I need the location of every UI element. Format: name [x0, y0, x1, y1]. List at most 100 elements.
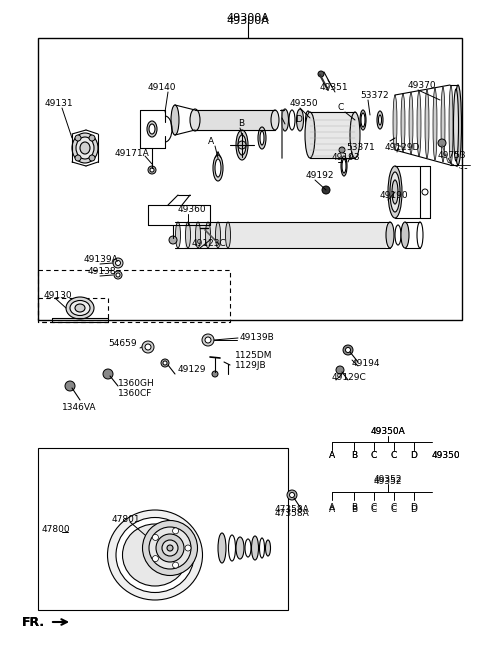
Circle shape — [318, 71, 324, 77]
Bar — [38, 270, 230, 322]
Text: 49171A: 49171A — [115, 149, 150, 158]
Bar — [38, 38, 462, 320]
Circle shape — [205, 337, 211, 343]
Text: C: C — [371, 452, 377, 461]
Ellipse shape — [297, 109, 303, 131]
Text: 53371: 53371 — [346, 143, 375, 152]
Ellipse shape — [395, 225, 401, 245]
Text: 49352: 49352 — [374, 477, 402, 486]
Circle shape — [173, 562, 179, 568]
Text: 49352: 49352 — [374, 475, 402, 484]
Ellipse shape — [449, 86, 453, 164]
Circle shape — [346, 348, 350, 353]
Text: 47801: 47801 — [112, 516, 141, 525]
Ellipse shape — [218, 533, 226, 563]
Circle shape — [89, 135, 95, 141]
Ellipse shape — [143, 521, 197, 576]
Bar — [38, 298, 108, 322]
Text: 49350: 49350 — [432, 452, 461, 461]
Text: A: A — [208, 138, 214, 147]
Ellipse shape — [350, 112, 360, 158]
Ellipse shape — [149, 124, 155, 134]
Ellipse shape — [289, 110, 295, 130]
Text: 49129: 49129 — [178, 366, 206, 375]
Text: B: B — [351, 503, 357, 512]
Circle shape — [173, 528, 179, 534]
Ellipse shape — [271, 110, 279, 130]
Circle shape — [438, 139, 446, 147]
Ellipse shape — [342, 159, 346, 173]
Text: B: B — [351, 452, 357, 461]
Ellipse shape — [417, 91, 421, 156]
Circle shape — [322, 186, 330, 194]
Text: 49360: 49360 — [178, 205, 206, 214]
Text: 49131: 49131 — [45, 98, 73, 107]
Text: 49350: 49350 — [432, 452, 461, 461]
Ellipse shape — [176, 222, 180, 248]
Circle shape — [65, 381, 75, 391]
Ellipse shape — [392, 180, 398, 204]
Ellipse shape — [156, 534, 184, 562]
Text: 47800: 47800 — [42, 525, 71, 534]
Text: 1360CF: 1360CF — [118, 390, 152, 399]
Text: 49351: 49351 — [320, 83, 348, 92]
Text: B: B — [351, 506, 357, 514]
Ellipse shape — [75, 304, 85, 312]
Circle shape — [169, 236, 177, 244]
Text: A: A — [329, 452, 335, 461]
Circle shape — [202, 334, 214, 346]
Circle shape — [343, 345, 353, 355]
Circle shape — [150, 168, 154, 172]
Text: D: D — [295, 116, 302, 125]
Circle shape — [116, 260, 120, 266]
Text: 53372: 53372 — [360, 92, 389, 101]
Text: A: A — [329, 506, 335, 514]
Circle shape — [161, 359, 169, 367]
Text: 1129JB: 1129JB — [235, 362, 266, 371]
Text: 49130: 49130 — [44, 291, 72, 300]
Text: C: C — [391, 506, 397, 514]
Text: C: C — [371, 452, 377, 461]
Text: 49139A: 49139A — [84, 256, 119, 264]
Text: 49190: 49190 — [380, 191, 408, 200]
Ellipse shape — [390, 172, 400, 212]
Circle shape — [114, 271, 122, 279]
Circle shape — [287, 490, 297, 500]
Text: C: C — [338, 103, 344, 112]
Ellipse shape — [260, 538, 264, 558]
Ellipse shape — [401, 222, 409, 248]
Circle shape — [289, 492, 295, 497]
Circle shape — [238, 141, 246, 149]
Ellipse shape — [455, 85, 461, 165]
Text: C: C — [371, 503, 377, 512]
Text: D: D — [410, 503, 418, 512]
Text: 47358A: 47358A — [275, 506, 310, 514]
Ellipse shape — [265, 540, 271, 556]
Ellipse shape — [228, 535, 236, 561]
Ellipse shape — [226, 222, 230, 248]
Ellipse shape — [238, 135, 246, 155]
Text: 47358A: 47358A — [275, 510, 310, 519]
Text: B: B — [238, 120, 244, 129]
Ellipse shape — [433, 89, 437, 160]
Circle shape — [339, 147, 345, 153]
Text: 49140: 49140 — [148, 83, 177, 92]
Ellipse shape — [305, 112, 315, 158]
Circle shape — [145, 344, 151, 350]
Text: 1125DM: 1125DM — [235, 351, 273, 360]
Text: 49300A: 49300A — [227, 16, 269, 26]
Circle shape — [163, 361, 167, 365]
Circle shape — [89, 155, 95, 161]
Circle shape — [153, 556, 158, 561]
Text: C: C — [391, 503, 397, 512]
Ellipse shape — [377, 111, 383, 129]
Ellipse shape — [258, 127, 266, 149]
Ellipse shape — [393, 95, 397, 150]
Text: 1360GH: 1360GH — [118, 379, 155, 388]
Ellipse shape — [388, 166, 402, 218]
Text: FR.: FR. — [22, 616, 45, 629]
Ellipse shape — [185, 222, 191, 248]
Ellipse shape — [379, 115, 382, 125]
Circle shape — [422, 189, 428, 195]
Ellipse shape — [72, 133, 98, 163]
